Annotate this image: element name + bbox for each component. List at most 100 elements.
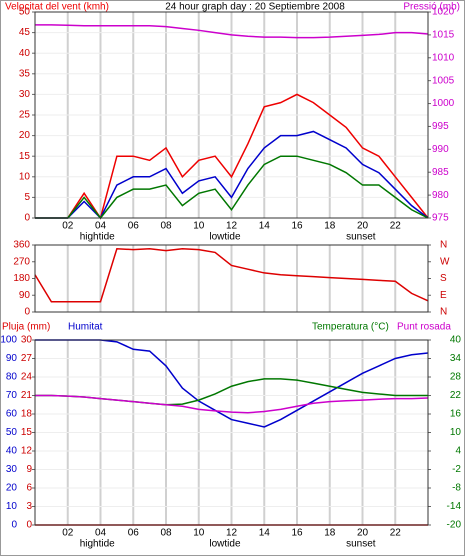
x-tick-label: 22: [390, 221, 402, 232]
y2-tick-label: 22: [450, 390, 462, 401]
y-tick-label: 40: [19, 48, 31, 59]
y2-tick-label: 16: [450, 409, 462, 420]
y-tick-label: 70: [6, 390, 18, 401]
plot-frame: [34, 339, 429, 526]
y3-tick-label: 18: [21, 409, 33, 420]
y-tick-label: 100: [0, 335, 17, 346]
annotation: lowtide: [209, 539, 241, 550]
legend-label: Pressió (mb): [403, 2, 460, 13]
y-tick-label: 45: [19, 27, 31, 38]
y2-tick-label: 34: [450, 353, 462, 364]
y-tick-label: 40: [6, 446, 18, 457]
x-tick-label: 18: [324, 528, 336, 539]
y2-tick-label: 985: [432, 167, 449, 178]
annotation: hightide: [80, 539, 115, 550]
y-tick-label: 35: [19, 68, 31, 79]
y-tick-label: 10: [19, 171, 31, 182]
x-tick-label: 02: [62, 528, 74, 539]
y2-tick-label: 995: [432, 121, 449, 132]
y3-tick-label: 27: [21, 353, 33, 364]
x-tick-label: 16: [291, 528, 303, 539]
x-tick-label: 14: [259, 528, 271, 539]
legend-label: Velocitat del vent (kmh): [5, 2, 109, 13]
y-tick-label: 50: [19, 7, 31, 18]
y-tick-label: 25: [19, 110, 31, 121]
x-tick-label: 18: [324, 221, 336, 232]
y3-tick-label: 6: [26, 483, 32, 494]
x-tick-label: 20: [357, 221, 369, 232]
y2-tick-label: 990: [432, 144, 449, 155]
y-tick-label: 270: [13, 256, 30, 267]
series-line: [35, 394, 429, 414]
x-tick-label: 08: [160, 221, 172, 232]
y2-tick-label: 975: [432, 213, 449, 224]
x-tick-label: 06: [128, 528, 140, 539]
x-tick-label: 12: [226, 221, 238, 232]
y-tick-label: 0: [11, 520, 17, 531]
y-tick-label: 180: [13, 273, 30, 284]
x-tick-label: 10: [193, 528, 205, 539]
y2-tick-label: -20: [447, 520, 462, 531]
y3-tick-label: 15: [21, 427, 33, 438]
x-tick-label: 20: [357, 528, 369, 539]
series-line: [34, 247, 429, 303]
legend-label: Pluja (mm): [2, 322, 50, 333]
y3-tick-label: 21: [21, 390, 33, 401]
y2-tick-label: 1020: [432, 7, 455, 18]
plot-frame: [34, 244, 429, 313]
x-tick-label: 04: [95, 528, 107, 539]
y-tick-label: 360: [13, 240, 30, 251]
y3-tick-label: 9: [26, 464, 32, 475]
x-tick-label: 10: [193, 221, 205, 232]
y3-tick-label: 3: [26, 501, 32, 512]
y2-tick-label: S: [440, 273, 447, 284]
y2-tick-label: N: [440, 307, 447, 318]
x-tick-label: 08: [160, 528, 172, 539]
y2-tick-label: E: [440, 290, 447, 301]
y2-tick-label: 4: [455, 446, 461, 457]
y-tick-label: 50: [6, 427, 18, 438]
y-tick-label: 30: [19, 89, 31, 100]
y-tick-label: 90: [19, 290, 31, 301]
y3-tick-label: 30: [21, 335, 33, 346]
annotation: sunset: [346, 539, 376, 550]
y-tick-label: 20: [19, 130, 31, 141]
chart-title: 24 hour graph day : 20 Septiembre 2008: [165, 2, 345, 13]
x-tick-label: 22: [390, 528, 402, 539]
legend-label: Temperatura (°C): [312, 322, 389, 333]
y-tick-label: 20: [6, 483, 18, 494]
y2-tick-label: 40: [450, 335, 462, 346]
y2-tick-label: 1015: [432, 30, 455, 41]
x-tick-label: 14: [259, 221, 271, 232]
y-tick-label: 60: [6, 409, 18, 420]
legend-label: Humitat: [68, 322, 103, 333]
x-tick-label: 06: [128, 221, 140, 232]
y-tick-label: 10: [6, 501, 18, 512]
y2-tick-label: 1010: [432, 52, 455, 63]
series-line: [35, 24, 429, 39]
y3-tick-label: 0: [26, 520, 32, 531]
y2-tick-label: W: [440, 256, 450, 267]
annotation: lowtide: [209, 232, 241, 243]
x-tick-label: 04: [95, 221, 107, 232]
plot-frame: [34, 11, 429, 219]
y2-tick-label: -8: [452, 483, 461, 494]
y3-tick-label: 12: [21, 446, 33, 457]
annotation: sunset: [346, 232, 376, 243]
x-tick-label: 02: [62, 221, 74, 232]
y-tick-label: 0: [24, 307, 30, 318]
y-tick-label: 30: [6, 464, 18, 475]
x-tick-label: 12: [226, 528, 238, 539]
y-tick-label: 15: [19, 151, 31, 162]
y-tick-label: 0: [24, 213, 30, 224]
y-tick-label: 90: [6, 353, 18, 364]
y2-tick-label: -2: [452, 464, 461, 475]
y2-tick-label: 28: [450, 372, 462, 383]
y2-tick-label: 1005: [432, 75, 455, 86]
x-tick-label: 16: [291, 221, 303, 232]
annotation: hightide: [80, 232, 115, 243]
y2-tick-label: 10: [450, 427, 462, 438]
y-tick-label: 5: [24, 192, 30, 203]
